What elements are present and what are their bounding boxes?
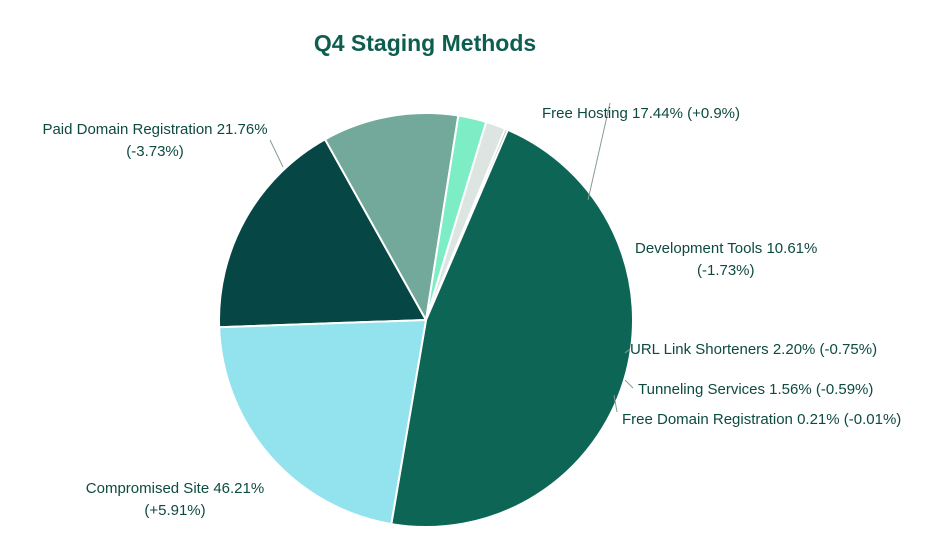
leader-line-free-hosting [587, 102, 611, 201]
data-label-line: Free Domain Registration 0.21% (-0.01%) [622, 411, 901, 428]
data-label-line: Free Hosting 17.44% (+0.9%) [542, 105, 740, 122]
pie-slice-compromised-site [390, 128, 634, 529]
data-label-free-domain-registration: Free Domain Registration 0.21% (-0.01%) [622, 411, 901, 428]
data-label-development-tools: Development Tools 10.61% (-1.73%) [635, 240, 817, 279]
leader-line-free-domain-registration [613, 394, 618, 413]
data-label-line: (-3.73%) [126, 143, 184, 160]
data-label-tunneling-services: Tunneling Services 1.56% (-0.59%) [638, 381, 873, 398]
pie-slice-paid-domain-registration [218, 319, 427, 526]
data-label-line: (-1.73%) [697, 262, 755, 279]
leader-line-url-link-shorteners [624, 348, 631, 354]
data-label-line: Tunneling Services 1.56% (-0.59%) [638, 381, 873, 398]
data-label-line: Paid Domain Registration 21.76% [42, 121, 267, 138]
pie-slice-free-hosting [218, 138, 427, 329]
data-label-url-link-shorteners: URL Link Shorteners 2.20% (-0.75%) [630, 341, 877, 358]
data-label-compromised-site: Compromised Site 46.21% (+5.91%) [86, 480, 264, 519]
chart-title: Q4 Staging Methods [313, 30, 537, 56]
data-label-free-hosting: Free Hosting 17.44% (+0.9%) [542, 105, 740, 122]
pie-slice-development-tools [323, 112, 460, 321]
data-label-line: Compromised Site 46.21% [86, 480, 264, 497]
data-label-line: (+5.91%) [144, 502, 205, 519]
leader-line-paid-domain-registration [269, 139, 284, 168]
data-label-line: Development Tools 10.61% [635, 240, 817, 257]
data-label-line: URL Link Shorteners 2.20% (-0.75%) [630, 341, 877, 358]
leader-line-tunneling-services [624, 379, 634, 389]
data-label-paid-domain-registration: Paid Domain Registration 21.76% (-3.73%) [42, 121, 267, 160]
